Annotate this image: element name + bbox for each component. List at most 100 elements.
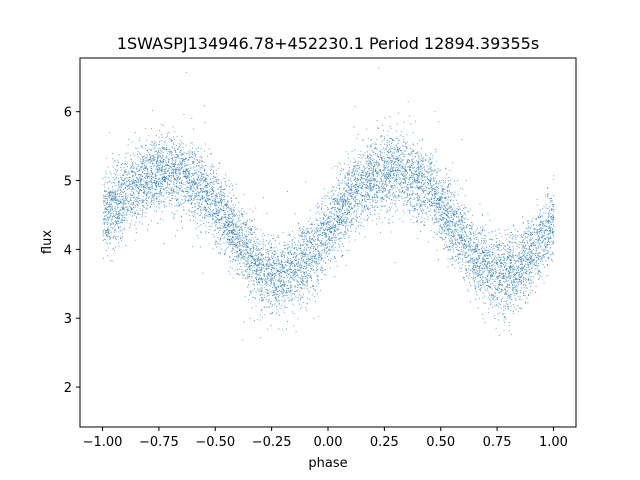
data-point xyxy=(248,280,250,282)
data-point xyxy=(527,273,529,275)
data-point xyxy=(357,133,359,135)
data-point xyxy=(297,296,299,298)
data-point xyxy=(535,247,537,249)
data-point xyxy=(475,244,477,246)
data-point xyxy=(267,306,269,308)
data-point xyxy=(496,249,498,251)
data-point xyxy=(137,179,139,181)
data-point xyxy=(163,188,164,190)
data-point xyxy=(529,247,530,249)
data-point xyxy=(462,234,464,236)
data-point xyxy=(383,160,385,161)
data-point xyxy=(171,140,173,142)
data-point xyxy=(276,292,278,294)
data-point xyxy=(250,264,252,266)
data-point xyxy=(275,288,277,290)
data-point xyxy=(249,294,251,296)
data-point xyxy=(376,139,378,141)
data-point xyxy=(468,238,470,240)
data-point xyxy=(192,181,194,183)
data-point xyxy=(483,271,485,273)
data-point xyxy=(110,206,112,208)
data-point xyxy=(537,229,539,230)
data-point xyxy=(336,201,338,203)
data-point xyxy=(177,186,179,188)
data-point xyxy=(205,207,207,209)
data-point xyxy=(387,176,388,178)
data-point xyxy=(225,214,227,216)
data-point xyxy=(107,228,109,230)
data-point xyxy=(116,220,118,222)
data-point xyxy=(407,200,409,202)
data-point xyxy=(502,256,504,258)
data-point xyxy=(116,214,118,215)
data-point xyxy=(120,186,122,188)
data-point xyxy=(375,169,376,171)
data-point xyxy=(443,182,445,184)
data-point xyxy=(507,244,508,246)
data-point xyxy=(324,198,326,200)
data-point xyxy=(373,165,375,167)
data-point xyxy=(111,197,112,199)
data-point xyxy=(190,181,192,183)
data-point xyxy=(151,200,153,202)
data-point xyxy=(193,215,195,217)
data-point xyxy=(164,201,166,203)
data-point xyxy=(321,240,323,242)
data-point xyxy=(483,302,485,304)
data-point xyxy=(274,291,276,293)
data-point xyxy=(348,169,350,171)
data-point xyxy=(550,254,552,255)
data-point xyxy=(159,193,161,194)
data-point xyxy=(402,160,404,161)
data-point xyxy=(486,258,488,260)
data-point xyxy=(246,220,248,222)
data-point xyxy=(313,260,315,262)
data-point xyxy=(246,212,247,214)
data-point xyxy=(204,177,206,179)
data-point xyxy=(159,148,161,150)
data-point xyxy=(437,185,439,187)
data-point xyxy=(259,240,261,242)
data-point xyxy=(511,237,513,239)
data-point xyxy=(269,285,271,287)
data-point xyxy=(112,158,114,160)
data-point xyxy=(490,302,492,304)
data-point xyxy=(552,242,554,244)
data-point xyxy=(523,242,525,244)
data-point xyxy=(434,180,435,182)
data-point xyxy=(170,141,172,142)
data-point xyxy=(315,218,317,220)
data-point xyxy=(462,263,464,265)
data-point xyxy=(467,289,468,291)
data-point xyxy=(221,199,223,201)
data-point xyxy=(356,177,358,179)
data-point xyxy=(498,243,500,245)
data-point xyxy=(393,196,394,198)
data-point xyxy=(319,290,321,291)
data-point xyxy=(430,174,432,176)
data-point xyxy=(493,280,495,282)
data-point xyxy=(216,219,218,220)
data-point xyxy=(274,272,276,274)
data-point xyxy=(548,219,550,221)
data-point xyxy=(347,211,349,213)
data-point xyxy=(118,246,120,248)
data-point xyxy=(395,157,397,159)
data-point xyxy=(446,173,448,175)
data-point xyxy=(161,177,163,179)
data-point xyxy=(521,273,523,275)
data-point xyxy=(144,167,146,169)
data-point xyxy=(368,175,370,177)
data-point xyxy=(307,257,309,259)
data-point xyxy=(347,201,349,203)
data-point xyxy=(316,229,318,231)
data-point xyxy=(274,274,276,276)
data-point xyxy=(228,214,229,216)
data-point xyxy=(331,240,333,242)
data-point xyxy=(258,278,259,280)
data-point xyxy=(133,171,135,173)
data-point xyxy=(426,155,428,157)
data-point xyxy=(437,206,439,208)
data-point xyxy=(241,254,243,256)
